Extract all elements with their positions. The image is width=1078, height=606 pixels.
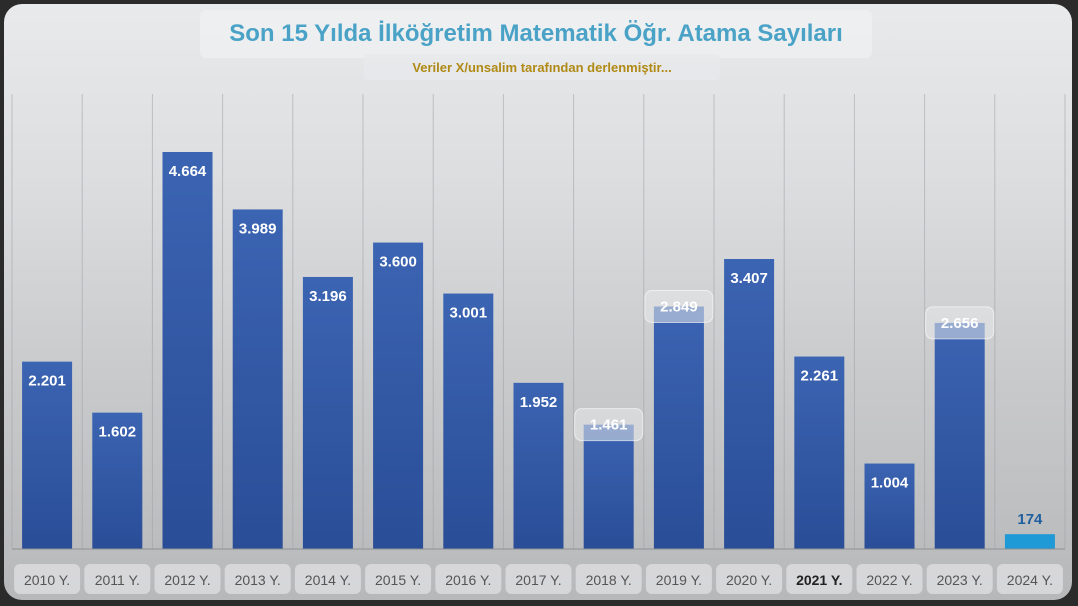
tick-label: 2017 Y. bbox=[515, 572, 561, 588]
tick-label: 2021 Y. bbox=[796, 572, 842, 588]
tick-label-pill bbox=[14, 564, 81, 594]
tick-label: 2015 Y. bbox=[375, 572, 421, 588]
tick-label-pill bbox=[154, 564, 221, 594]
chart-title-box: Son 15 Yılda İlköğretim Matematik Öğr. A… bbox=[200, 10, 872, 58]
value-label: 3.600 bbox=[379, 254, 417, 271]
tick-label-pill bbox=[716, 564, 783, 594]
bar bbox=[653, 306, 704, 549]
value-label: 2.261 bbox=[801, 368, 839, 385]
bar bbox=[92, 412, 143, 549]
tick-label: 2023 Y. bbox=[937, 572, 983, 588]
tick-label: 2010 Y. bbox=[24, 572, 70, 588]
value-label-highlight bbox=[925, 306, 995, 340]
tick-label: 2013 Y. bbox=[235, 572, 281, 588]
tick-label-pill bbox=[224, 564, 291, 594]
tick-label-pill bbox=[926, 564, 993, 594]
bar bbox=[22, 361, 73, 549]
value-label: 1.952 bbox=[520, 394, 558, 411]
tick-label-pill bbox=[365, 564, 432, 594]
value-label: 3.196 bbox=[309, 288, 347, 305]
bar bbox=[934, 322, 985, 549]
value-label: 4.664 bbox=[169, 163, 207, 180]
tick-label: 2022 Y. bbox=[866, 572, 912, 588]
bar bbox=[232, 209, 283, 549]
value-label: 2.849 bbox=[660, 298, 698, 315]
tick-label-pill bbox=[435, 564, 502, 594]
bar bbox=[864, 463, 915, 549]
tick-label: 2024 Y. bbox=[1007, 572, 1053, 588]
value-label: 2.656 bbox=[941, 315, 979, 332]
tick-label: 2018 Y. bbox=[586, 572, 632, 588]
chart-subtitle-box: Veriler X/unsalim tarafından derlenmişti… bbox=[364, 54, 720, 80]
tick-label: 2020 Y. bbox=[726, 572, 772, 588]
tick-label: 2019 Y. bbox=[656, 572, 702, 588]
tick-label-pill bbox=[856, 564, 923, 594]
tick-label-pill bbox=[786, 564, 853, 594]
tick-label-pill bbox=[645, 564, 712, 594]
tick-label-pill bbox=[294, 564, 361, 594]
tick-label: 2016 Y. bbox=[445, 572, 491, 588]
value-label: 1.461 bbox=[590, 417, 628, 434]
value-label: 3.407 bbox=[730, 270, 768, 287]
chart-subtitle: Veriler X/unsalim tarafından derlenmişti… bbox=[412, 59, 672, 75]
tick-label-pill bbox=[505, 564, 572, 594]
value-label: 174 bbox=[1017, 511, 1043, 528]
value-label-highlight bbox=[644, 289, 714, 323]
bar bbox=[724, 258, 775, 549]
value-label: 3.989 bbox=[239, 220, 277, 237]
bar bbox=[513, 382, 564, 549]
value-label: 1.004 bbox=[871, 475, 909, 492]
bar bbox=[443, 293, 494, 549]
chart-title: Son 15 Yılda İlköğretim Matematik Öğr. A… bbox=[229, 20, 843, 47]
tick-label-pill bbox=[575, 564, 642, 594]
value-label: 2.201 bbox=[28, 373, 66, 390]
bar bbox=[302, 276, 353, 549]
bar bbox=[583, 424, 634, 549]
tick-label-pill bbox=[996, 564, 1063, 594]
chart-frame: 2.201 2010 Y. 1.602 2011 Y. 4.664 2012 Y. 3.98… bbox=[4, 4, 1072, 600]
value-label-highlight bbox=[574, 408, 644, 442]
tick-label: 2012 Y. bbox=[164, 572, 210, 588]
bar bbox=[162, 152, 213, 549]
bar bbox=[373, 242, 424, 549]
bar-chart: 2.201 2010 Y. 1.602 2011 Y. 4.664 2012 Y. 3.98… bbox=[11, 94, 1066, 594]
value-label: 1.602 bbox=[99, 424, 137, 441]
bar bbox=[794, 356, 845, 549]
bar bbox=[1004, 534, 1055, 549]
tick-label: 2014 Y. bbox=[305, 572, 351, 588]
tick-label-pill bbox=[84, 564, 151, 594]
tick-label: 2011 Y. bbox=[95, 572, 140, 588]
value-label: 3.001 bbox=[450, 305, 488, 322]
